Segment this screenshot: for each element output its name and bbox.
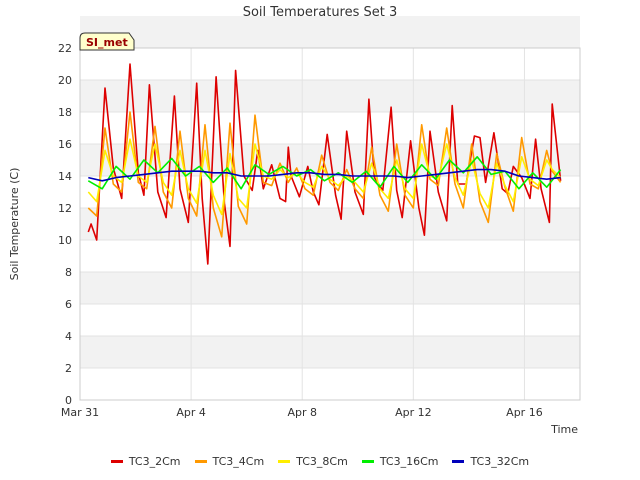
grid-band [80, 208, 580, 240]
series-line-tc3-32cm [88, 168, 561, 182]
grid-band [80, 16, 580, 48]
y-tick-label: 12 [58, 202, 72, 215]
legend-item: TC3_16Cm [361, 452, 439, 470]
plot-frame [79, 47, 581, 401]
grid-band [80, 272, 580, 304]
legend-swatch [361, 459, 374, 463]
y-tick-label: 16 [58, 138, 72, 151]
legend-label: TC3_4Cm [212, 454, 265, 468]
legend-swatch [194, 459, 207, 463]
legend-label: TC3_16Cm [379, 454, 439, 468]
grid-band [80, 336, 580, 368]
y-tick-label: 14 [58, 170, 72, 183]
x-tick-labels: Mar 31 Apr 4 Apr 8 Apr 12 Apr 16 [61, 406, 543, 419]
grid-band [80, 80, 580, 112]
legend-item: TC3_4Cm [194, 452, 265, 470]
y-tick-label: 0 [65, 394, 72, 407]
x-tick-label: Mar 31 [61, 406, 99, 419]
legend-item: TC3_32Cm [452, 452, 529, 470]
y-axis-label: Soil Temperature (C) [8, 168, 21, 281]
y-tick-label: 20 [58, 74, 72, 87]
x-tick-label: Apr 16 [506, 406, 543, 419]
legend-item: TC3_8Cm [278, 452, 348, 470]
legend-swatch [452, 459, 465, 463]
y-tick-label: 18 [58, 106, 72, 119]
series-layer [87, 63, 562, 265]
x-axis-label: Time [550, 423, 578, 436]
x-tick-label: Apr 8 [287, 406, 317, 419]
y-tick-label: 4 [65, 330, 72, 343]
series-line-tc3-16cm [87, 156, 562, 190]
series-line-tc3-8cm [87, 138, 562, 216]
legend-label: TC3_32Cm [470, 454, 530, 468]
y-tick-label: 10 [58, 234, 72, 247]
series-line-tc3-4cm [87, 111, 562, 238]
site-badge-label: SI_met [86, 36, 128, 49]
legend-swatch [278, 459, 291, 463]
site-badge: SI_met [79, 32, 135, 51]
y-tick-label: 8 [65, 266, 72, 279]
y-tick-label: 2 [65, 362, 72, 375]
y-tick-label: 22 [58, 42, 72, 55]
legend-swatch [110, 459, 123, 463]
legend: TC3_2Cm TC3_4Cm TC3_8Cm TC3_16Cm TC3_32Cm [0, 452, 640, 470]
y-tick-labels: 0 2 4 6 8 10 12 14 16 18 20 22 [58, 42, 72, 407]
y-tick-label: 6 [65, 298, 72, 311]
legend-label: TC3_8Cm [296, 454, 348, 468]
x-tick-label: Apr 4 [176, 406, 206, 419]
legend-item: TC3_2Cm [110, 452, 181, 470]
x-tick-label: Apr 12 [395, 406, 432, 419]
legend-label: TC3_2Cm [128, 454, 181, 468]
